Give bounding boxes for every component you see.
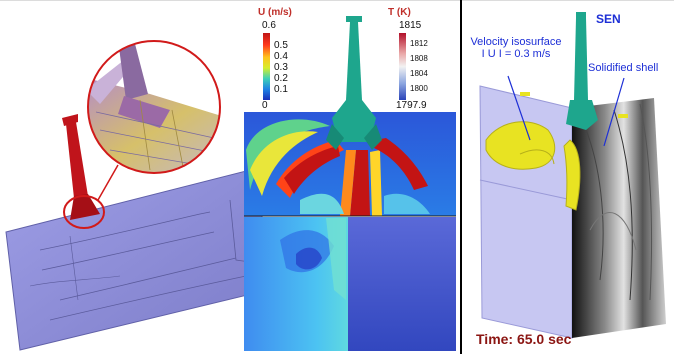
velocity-isosurface-label: Velocity isosurface I U I = 0.3 m/s [466,36,566,60]
velocity-colorbar-title: U (m/s) [258,7,292,18]
velocity-tick: 0.2 [274,73,288,84]
velocity-tick: 0.6 [262,20,276,31]
temperature-tick: 1804 [410,69,428,78]
temperature-colorbar-title: T (K) [388,7,411,18]
temperature-tick: 1812 [410,39,428,48]
solidified-shell-label: Solidified shell [588,62,659,74]
sen-label: SEN [596,12,621,26]
temperature-colorbar [399,33,406,100]
temperature-tick-min: 1797.9 [396,100,427,111]
zoom-connector [97,164,119,201]
velocity-tick: 0.1 [274,84,288,95]
velocity-tick: 0 [262,100,268,111]
velocity-isosurface-line2: I U I = 0.3 m/s [481,48,551,60]
temperature-tick: 1808 [410,54,428,63]
velocity-isosurface-line1: Velocity isosurface [470,36,562,48]
panel-divider [460,0,462,354]
focus-ellipse [63,195,105,229]
temperature-tick-max: 1815 [399,20,422,31]
zoom-inset [87,40,221,174]
velocity-tick: 0.5 [274,40,288,51]
velocity-field-plot [244,16,456,351]
red-nozzle [62,114,100,220]
time-label: Time: 65.0 sec [476,331,572,347]
solidification-3d-view [479,12,666,339]
velocity-colorbar [263,33,270,100]
velocity-tick: 0.3 [274,62,288,73]
velocity-tick: 0.4 [274,51,288,62]
top-rule [0,0,674,1]
mold-3d-view [5,167,269,351]
temperature-tick: 1800 [410,84,428,93]
